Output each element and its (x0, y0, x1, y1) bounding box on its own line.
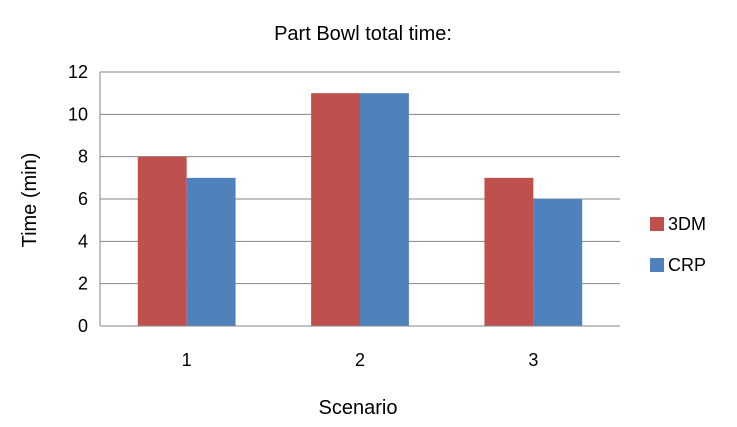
y-tick-labels: 0 2 4 6 8 10 12 (68, 62, 88, 336)
y-tick-label: 0 (78, 316, 88, 336)
bar-3dm-3 (484, 177, 534, 326)
y-axis-label: Time (min) (19, 153, 41, 248)
legend-label-crp: CRP (668, 255, 706, 275)
y-tick-label: 10 (68, 104, 88, 124)
bars (100, 93, 620, 327)
y-tick-label: 12 (68, 62, 88, 82)
legend-swatch-crp (650, 258, 664, 272)
x-tick-labels: 1 2 3 (182, 350, 539, 370)
legend-swatch-3dm (650, 217, 664, 231)
chart-title: Part Bowl total time: (274, 23, 452, 45)
x-axis-label: Scenario (319, 397, 398, 419)
bar-crp-1 (186, 177, 236, 326)
bar-crp-3 (533, 199, 583, 326)
y-tick-label: 4 (78, 231, 88, 251)
legend: 3DM CRP (650, 214, 706, 275)
x-tick-label: 3 (528, 350, 538, 370)
bar-3dm-1 (137, 156, 187, 326)
y-tick-label: 6 (78, 189, 88, 209)
y-tick-label: 2 (78, 274, 88, 294)
x-tick-label: 1 (182, 350, 192, 370)
bar-3dm-2 (311, 93, 360, 327)
legend-label-3dm: 3DM (668, 214, 706, 234)
bar-crp-2 (360, 93, 409, 327)
y-tick-label: 8 (78, 147, 88, 167)
x-tick-label: 2 (355, 350, 365, 370)
